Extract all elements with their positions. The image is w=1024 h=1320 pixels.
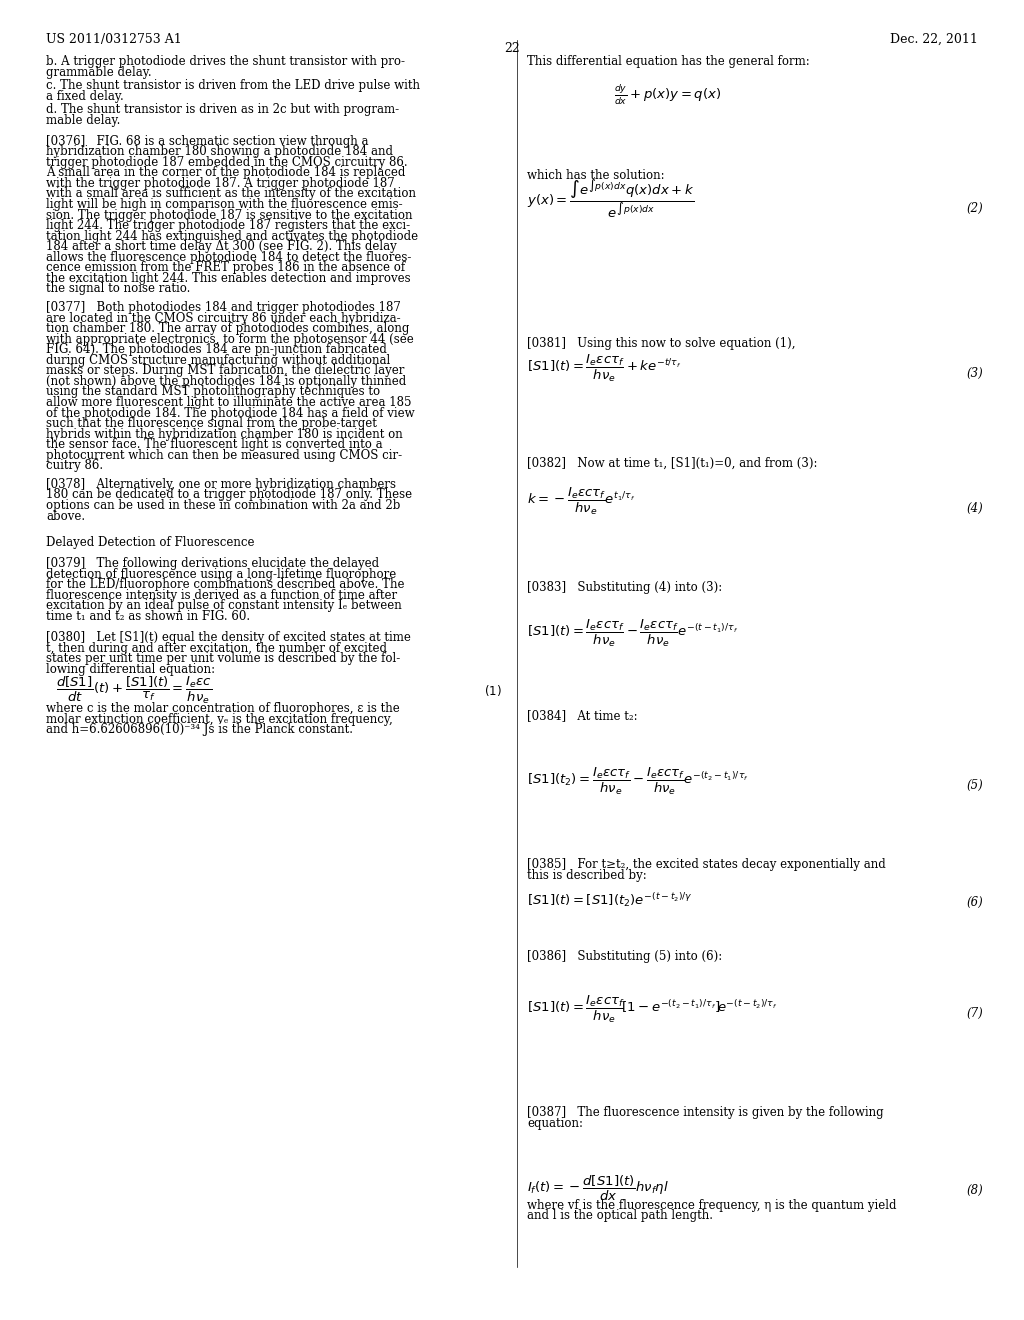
- Text: above.: above.: [46, 510, 85, 523]
- Text: photocurrent which can then be measured using CMOS cir-: photocurrent which can then be measured …: [46, 449, 402, 462]
- Text: of the photodiode 184. The photodiode 184 has a field of view: of the photodiode 184. The photodiode 18…: [46, 407, 415, 420]
- Text: $\dfrac{d[S1]}{dt}(t) + \dfrac{[S1](t)}{\tau_f} = \dfrac{I_e \varepsilon c}{h\nu: $\dfrac{d[S1]}{dt}(t) + \dfrac{[S1](t)}{…: [56, 675, 212, 706]
- Text: [0383]   Substituting (4) into (3):: [0383] Substituting (4) into (3):: [527, 581, 723, 594]
- Text: light 244. The trigger photodiode 187 registers that the exci-: light 244. The trigger photodiode 187 re…: [46, 219, 411, 232]
- Text: A small area in the corner of the photodiode 184 is replaced: A small area in the corner of the photod…: [46, 166, 406, 180]
- Text: allow more fluorescent light to illuminate the active area 185: allow more fluorescent light to illumina…: [46, 396, 412, 409]
- Text: cence emission from the FRET probes 186 in the absence of: cence emission from the FRET probes 186 …: [46, 261, 406, 275]
- Text: c. The shunt transistor is driven from the LED drive pulse with: c. The shunt transistor is driven from t…: [46, 79, 420, 92]
- Text: with the trigger photodiode 187. A trigger photodiode 187: with the trigger photodiode 187. A trigg…: [46, 177, 395, 190]
- Text: tation light 244 has extinguished and activates the photodiode: tation light 244 has extinguished and ac…: [46, 230, 418, 243]
- Text: b. A trigger photodiode drives the shunt transistor with pro-: b. A trigger photodiode drives the shunt…: [46, 55, 406, 69]
- Text: with appropriate electronics, to form the photosensor 44 (see: with appropriate electronics, to form th…: [46, 333, 414, 346]
- Text: the sensor face. The fluorescent light is converted into a: the sensor face. The fluorescent light i…: [46, 438, 383, 451]
- Text: $[S1](t_2) = \dfrac{I_e \varepsilon c \tau_f}{h\nu_e} - \dfrac{I_e \varepsilon c: $[S1](t_2) = \dfrac{I_e \varepsilon c \t…: [527, 766, 750, 797]
- Text: this is described by:: this is described by:: [527, 869, 647, 882]
- Text: (2): (2): [967, 202, 983, 215]
- Text: sion. The trigger photodiode 187 is sensitive to the excitation: sion. The trigger photodiode 187 is sens…: [46, 209, 413, 222]
- Text: the signal to noise ratio.: the signal to noise ratio.: [46, 282, 190, 296]
- Text: (5): (5): [967, 779, 983, 792]
- Text: which has the solution:: which has the solution:: [527, 169, 665, 182]
- Text: [0387]   The fluorescence intensity is given by the following: [0387] The fluorescence intensity is giv…: [527, 1106, 884, 1119]
- Text: [0382]   Now at time t₁, [S1](t₁)=0, and from (3):: [0382] Now at time t₁, [S1](t₁)=0, and f…: [527, 457, 818, 470]
- Text: $[S1](t) = \dfrac{I_e \varepsilon c \tau_f}{h\nu_e}\!\left[1 - e^{-(t_2-t_1)/\ta: $[S1](t) = \dfrac{I_e \varepsilon c \tau…: [527, 994, 778, 1026]
- Text: states per unit time per unit volume is described by the fol-: states per unit time per unit volume is …: [46, 652, 400, 665]
- Text: (8): (8): [967, 1184, 983, 1197]
- Text: (3): (3): [967, 367, 983, 380]
- Text: (4): (4): [967, 502, 983, 515]
- Text: $(1)$: $(1)$: [484, 682, 502, 698]
- Text: and l is the optical path length.: and l is the optical path length.: [527, 1209, 714, 1222]
- Text: [0378]   Alternatively, one or more hybridization chambers: [0378] Alternatively, one or more hybrid…: [46, 478, 396, 491]
- Text: US 2011/0312753 A1: US 2011/0312753 A1: [46, 33, 182, 46]
- Text: [0385]   For t≥t₂, the excited states decay exponentially and: [0385] For t≥t₂, the excited states deca…: [527, 858, 886, 871]
- Text: detection of fluorescence using a long-lifetime fluorophore: detection of fluorescence using a long-l…: [46, 568, 396, 581]
- Text: grammable delay.: grammable delay.: [46, 66, 152, 79]
- Text: (not shown) above the photodiodes 184 is optionally thinned: (not shown) above the photodiodes 184 is…: [46, 375, 407, 388]
- Text: options can be used in these in combination with 2a and 2b: options can be used in these in combinat…: [46, 499, 400, 512]
- Text: FIG. 64). The photodiodes 184 are pn-junction fabricated: FIG. 64). The photodiodes 184 are pn-jun…: [46, 343, 387, 356]
- Text: $k = -\dfrac{I_e \varepsilon c \tau_f}{h\nu_e} e^{t_1/\tau_f}$: $k = -\dfrac{I_e \varepsilon c \tau_f}{h…: [527, 486, 636, 517]
- Text: $y(x) = \dfrac{\int e^{\int p(x)dx} q(x)dx + k}{e^{\int p(x)dx}}$: $y(x) = \dfrac{\int e^{\int p(x)dx} q(x)…: [527, 178, 695, 220]
- Text: light will be high in comparison with the fluorescence emis-: light will be high in comparison with th…: [46, 198, 402, 211]
- Text: for the LED/fluorophore combinations described above. The: for the LED/fluorophore combinations des…: [46, 578, 404, 591]
- Text: [0381]   Using this now to solve equation (1),: [0381] Using this now to solve equation …: [527, 337, 796, 350]
- Text: with a small area is sufficient as the intensity of the excitation: with a small area is sufficient as the i…: [46, 187, 416, 201]
- Text: Dec. 22, 2011: Dec. 22, 2011: [890, 33, 978, 46]
- Text: excitation by an ideal pulse of constant intensity Iₑ between: excitation by an ideal pulse of constant…: [46, 599, 401, 612]
- Text: $[S1](t) = \dfrac{I_e \varepsilon c \tau_f}{h\nu_e} - \dfrac{I_e \varepsilon c \: $[S1](t) = \dfrac{I_e \varepsilon c \tau…: [527, 618, 738, 649]
- Text: mable delay.: mable delay.: [46, 114, 121, 127]
- Text: during CMOS structure manufacturing without additional: during CMOS structure manufacturing with…: [46, 354, 390, 367]
- Text: time t₁ and t₂ as shown in FIG. 60.: time t₁ and t₂ as shown in FIG. 60.: [46, 610, 250, 623]
- Text: 22: 22: [504, 42, 520, 55]
- Text: d. The shunt transistor is driven as in 2c but with program-: d. The shunt transistor is driven as in …: [46, 103, 399, 116]
- Text: lowing differential equation:: lowing differential equation:: [46, 663, 215, 676]
- Text: [0384]   At time t₂:: [0384] At time t₂:: [527, 709, 638, 722]
- Text: fluorescence intensity is derived as a function of time after: fluorescence intensity is derived as a f…: [46, 589, 397, 602]
- Text: $[S1](t) = \dfrac{I_e \varepsilon c \tau_f}{h\nu_e} + ke^{-t/\tau_f}$: $[S1](t) = \dfrac{I_e \varepsilon c \tau…: [527, 352, 682, 384]
- Text: cuitry 86.: cuitry 86.: [46, 459, 103, 473]
- Text: $I_f(t) = -\dfrac{d[S1](t)}{dx} h\nu_f \eta l$: $I_f(t) = -\dfrac{d[S1](t)}{dx} h\nu_f \…: [527, 1173, 669, 1203]
- Text: allows the fluorescence photodiode 184 to detect the fluores-: allows the fluorescence photodiode 184 t…: [46, 251, 412, 264]
- Text: [0380]   Let [S1](t) equal the density of excited states at time: [0380] Let [S1](t) equal the density of …: [46, 631, 411, 644]
- Text: t, then during and after excitation, the number of excited: t, then during and after excitation, the…: [46, 642, 387, 655]
- Text: such that the fluorescence signal from the probe-target: such that the fluorescence signal from t…: [46, 417, 377, 430]
- Text: [0376]   FIG. 68 is a schematic section view through a: [0376] FIG. 68 is a schematic section vi…: [46, 135, 369, 148]
- Text: 180 can be dedicated to a trigger photodiode 187 only. These: 180 can be dedicated to a trigger photod…: [46, 488, 413, 502]
- Text: equation:: equation:: [527, 1117, 584, 1130]
- Text: are located in the CMOS circuitry 86 under each hybridiza-: are located in the CMOS circuitry 86 und…: [46, 312, 400, 325]
- Text: where c is the molar concentration of fluorophores, ε is the: where c is the molar concentration of fl…: [46, 702, 399, 715]
- Text: tion chamber 180. The array of photodiodes combines, along: tion chamber 180. The array of photodiod…: [46, 322, 410, 335]
- Text: where vf is the fluorescence frequency, η is the quantum yield: where vf is the fluorescence frequency, …: [527, 1199, 897, 1212]
- Text: [0377]   Both photodiodes 184 and trigger photodiodes 187: [0377] Both photodiodes 184 and trigger …: [46, 301, 401, 314]
- Text: using the standard MST photolithography techniques to: using the standard MST photolithography …: [46, 385, 380, 399]
- Text: $[S1](t) = [S1](t_2) e^{-(t-t_2)/\gamma}$: $[S1](t) = [S1](t_2) e^{-(t-t_2)/\gamma}…: [527, 891, 693, 909]
- Text: the excitation light 244. This enables detection and improves: the excitation light 244. This enables d…: [46, 272, 411, 285]
- Text: a fixed delay.: a fixed delay.: [46, 90, 124, 103]
- Text: This differential equation has the general form:: This differential equation has the gener…: [527, 55, 810, 69]
- Text: (7): (7): [967, 1007, 983, 1020]
- Text: and h=6.62606896(10)⁻³⁴ Js is the Planck constant.: and h=6.62606896(10)⁻³⁴ Js is the Planck…: [46, 723, 353, 737]
- Text: hybrids within the hybridization chamber 180 is incident on: hybrids within the hybridization chamber…: [46, 428, 402, 441]
- Text: masks or steps. During MST fabrication, the dielectric layer: masks or steps. During MST fabrication, …: [46, 364, 404, 378]
- Text: 184 after a short time delay Δt 300 (see FIG. 2). This delay: 184 after a short time delay Δt 300 (see…: [46, 240, 397, 253]
- Text: [0386]   Substituting (5) into (6):: [0386] Substituting (5) into (6):: [527, 950, 723, 964]
- Text: (6): (6): [967, 896, 983, 909]
- Text: [0379]   The following derivations elucidate the delayed: [0379] The following derivations elucida…: [46, 557, 379, 570]
- Text: hybridization chamber 180 showing a photodiode 184 and: hybridization chamber 180 showing a phot…: [46, 145, 393, 158]
- Text: molar extinction coefficient, vₑ is the excitation frequency,: molar extinction coefficient, vₑ is the …: [46, 713, 393, 726]
- Text: trigger photodiode 187 embedded in the CMOS circuitry 86.: trigger photodiode 187 embedded in the C…: [46, 156, 408, 169]
- Text: Delayed Detection of Fluorescence: Delayed Detection of Fluorescence: [46, 536, 255, 549]
- Text: $\frac{dy}{dx} + p(x)y = q(x)$: $\frac{dy}{dx} + p(x)y = q(x)$: [614, 83, 722, 107]
